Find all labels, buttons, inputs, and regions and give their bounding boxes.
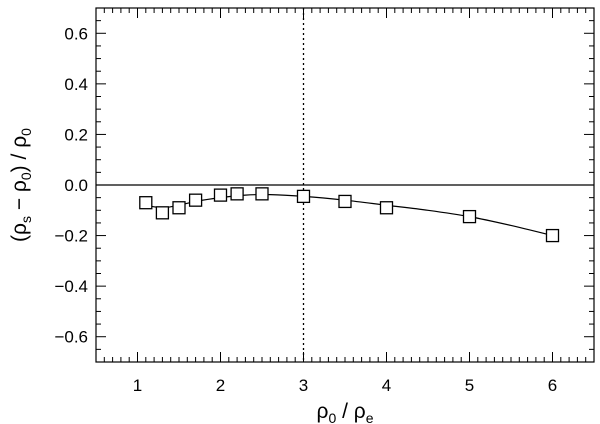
y-tick-label: −0.4 [54,277,88,296]
y-axis-title: (ρs − ρ0) / ρ0 [8,128,34,242]
y-tick-label: 0.4 [64,75,88,94]
y-tick-label: 0.6 [64,24,88,43]
y-tick-label: 0.0 [64,176,88,195]
x-tick-label: 5 [465,376,474,395]
data-point-marker [230,187,244,201]
y-tick-labels: −0.6 −0.4 −0.2 0.0 0.2 0.4 0.6 [54,24,88,346]
x-tick-label: 2 [216,376,225,395]
y-tick-label: 0.2 [64,125,88,144]
y-tick-label: −0.2 [54,227,88,246]
data-point-marker [139,196,153,210]
data-point-marker [155,206,170,220]
data-point-marker [188,193,203,207]
data-point-marker [296,189,311,204]
x-axis-title: ρ0 / ρe [316,400,373,424]
data-point-marker [379,201,394,215]
data-points [139,187,560,243]
y-tick-label: −0.6 [54,328,88,347]
x-tick-label: 3 [299,376,308,395]
data-point-marker [338,194,352,209]
x-tick-label: 1 [133,376,142,395]
x-tick-label: 6 [548,376,557,395]
data-point-marker [255,187,269,201]
tick-marks [95,7,595,362]
x-tick-label: 4 [382,376,391,395]
x-tick-labels: 1 2 3 4 5 6 [133,376,557,395]
data-point-marker [172,201,186,215]
data-point-marker [213,188,228,202]
data-point-marker [462,209,477,224]
data-point-marker [545,228,560,243]
